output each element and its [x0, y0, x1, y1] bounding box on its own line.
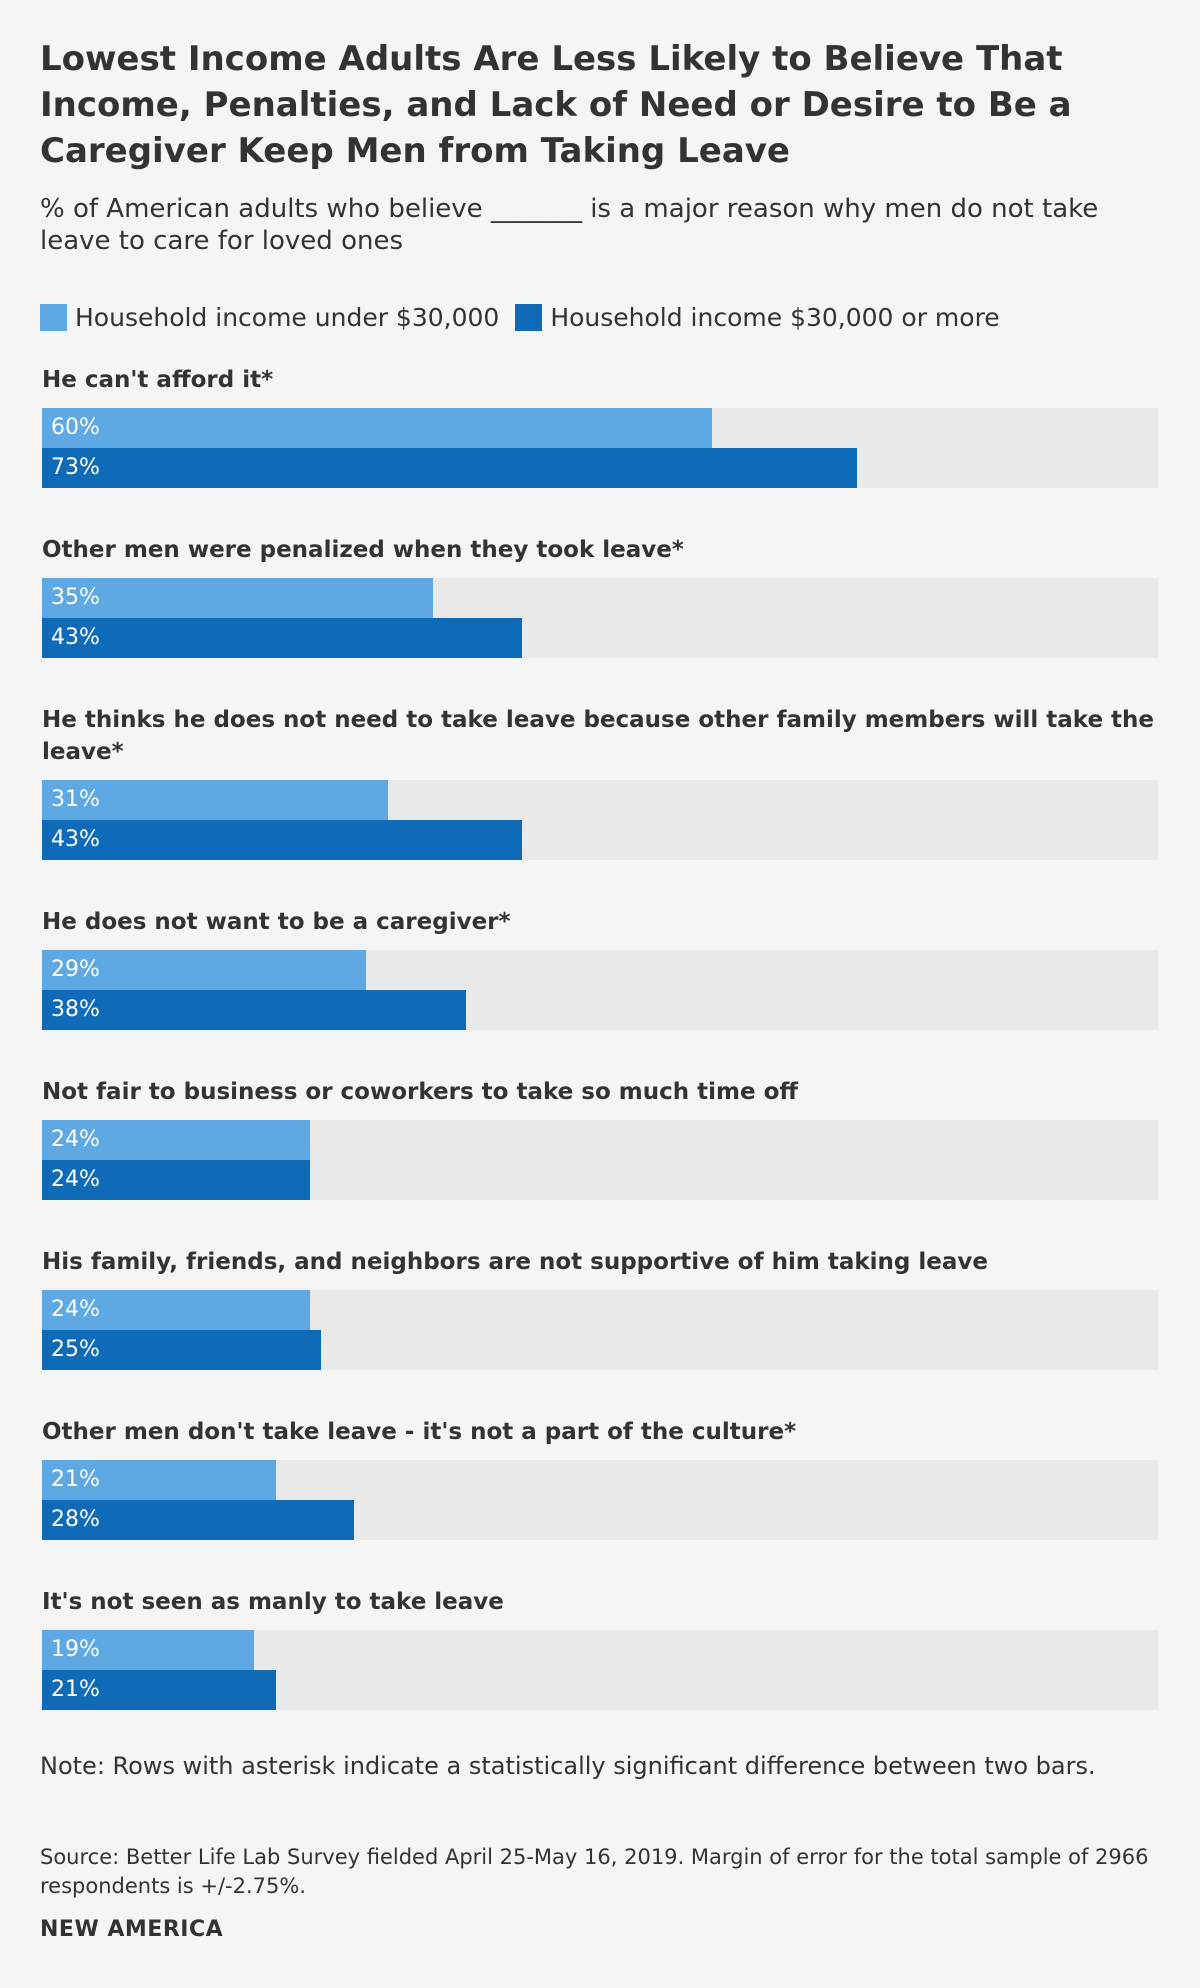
chart-row: He thinks he does not need to take leave…: [42, 704, 1158, 860]
data-label: 24%: [51, 1127, 100, 1152]
legend: Household income under $30,000 Household…: [40, 300, 1016, 334]
data-label: 60%: [51, 415, 100, 440]
bar-track: 60% 73%: [42, 408, 1158, 488]
data-label: 24%: [51, 1297, 100, 1322]
data-label: 38%: [51, 997, 100, 1022]
chart-subtitle: % of American adults who believe _______…: [40, 194, 1099, 256]
bar-low-income: 19%: [42, 1630, 255, 1670]
bar-track: 35% 43%: [42, 578, 1158, 658]
data-label: 19%: [51, 1637, 100, 1662]
bar-high-income: 25%: [42, 1330, 321, 1370]
bar-high-income: 38%: [42, 990, 467, 1030]
chart-row: Other men don't take leave - it's not a …: [42, 1416, 1158, 1540]
category-label: He does not want to be a caregiver*: [42, 909, 511, 935]
category-label: He thinks he does not need to take leave…: [42, 707, 1155, 765]
bar-low-income: 21%: [42, 1460, 277, 1500]
bar-track: 29% 38%: [42, 950, 1158, 1030]
category-label: It's not seen as manly to take leave: [42, 1589, 504, 1615]
bar-high-income: 43%: [42, 618, 522, 658]
data-label: 43%: [51, 827, 100, 852]
bar-low-income: 60%: [42, 408, 712, 448]
bar-track: 24% 24%: [42, 1120, 1158, 1200]
data-label: 43%: [51, 625, 100, 650]
brand-logo: NEW AMERICA: [40, 1917, 224, 1942]
chart-source: Source: Better Life Lab Survey fielded A…: [40, 1845, 1149, 1898]
bar-low-income: 24%: [42, 1290, 310, 1330]
bar-track: 31% 43%: [42, 780, 1158, 860]
legend-item-low-income: Household income under $30,000: [40, 303, 499, 332]
category-label: Not fair to business or coworkers to tak…: [42, 1079, 799, 1105]
chart-row: It's not seen as manly to take leave 19% 2…: [42, 1586, 1158, 1710]
legend-item-high-income: Household income $30,000 or more: [515, 302, 1000, 332]
data-label: 24%: [51, 1167, 100, 1192]
category-label: His family, friends, and neighbors are n…: [42, 1249, 988, 1275]
data-label: 35%: [51, 585, 100, 610]
data-label: 21%: [51, 1467, 100, 1492]
bar-track: 24% 25%: [42, 1290, 1158, 1370]
bar-low-income: 31%: [42, 780, 388, 820]
chart-row: Other men were penalized when they took …: [42, 534, 1158, 658]
data-label: 28%: [51, 1507, 100, 1532]
bar-track: 21% 28%: [42, 1460, 1158, 1540]
bar-low-income: 29%: [42, 950, 366, 990]
legend-label-low-income: Household income under $30,000: [75, 302, 500, 332]
legend-swatch-high-income: [515, 303, 543, 331]
bar-low-income: 35%: [42, 578, 433, 618]
data-label: 25%: [51, 1337, 100, 1362]
data-label: 31%: [51, 787, 100, 812]
bar-low-income: 24%: [42, 1120, 310, 1160]
legend-swatch-low-income: [40, 303, 67, 331]
bar-high-income: 73%: [42, 448, 857, 488]
bar-high-income: 24%: [42, 1160, 310, 1200]
bar-high-income: 28%: [42, 1500, 355, 1540]
chart-row: He can't afford it* 60% 73%: [42, 364, 1158, 488]
data-label: 21%: [51, 1677, 100, 1702]
category-label: Other men don't take leave - it's not a …: [42, 1419, 797, 1445]
bar-track: 19% 21%: [42, 1630, 1158, 1710]
chart-row: He does not want to be a caregiver* 29% 38…: [42, 906, 1158, 1030]
chart-title: Lowest Income Adults Are Less Likely to …: [40, 39, 1072, 171]
data-label: 73%: [51, 455, 100, 480]
category-label: He can't afford it*: [42, 367, 274, 393]
category-label: Other men were penalized when they took …: [42, 537, 684, 563]
data-label: 29%: [51, 957, 100, 982]
bar-high-income: 43%: [42, 820, 522, 860]
bar-high-income: 21%: [42, 1670, 277, 1710]
legend-label-high-income: Household income $30,000 or more: [550, 302, 1000, 332]
chart-row: Not fair to business or coworkers to tak…: [42, 1076, 1158, 1200]
chart-row: His family, friends, and neighbors are n…: [42, 1246, 1158, 1370]
chart-note: Note: Rows with asterisk indicate a stat…: [40, 1752, 1096, 1780]
